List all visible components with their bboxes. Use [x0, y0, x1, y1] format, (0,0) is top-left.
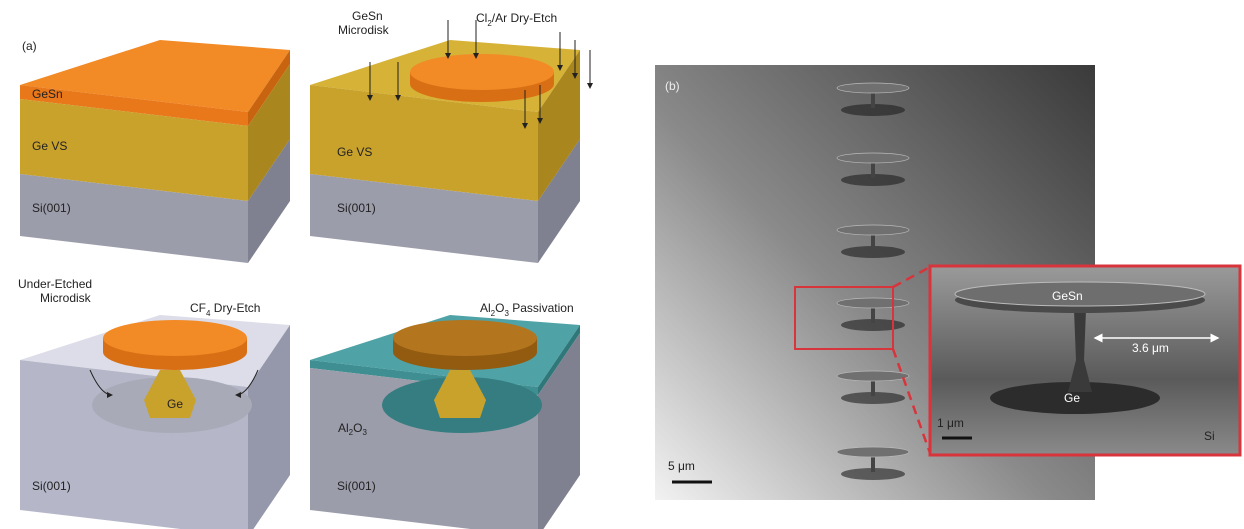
disk-label: GeSn — [1052, 289, 1083, 303]
disk-top — [410, 54, 554, 90]
callout: Under-Etched — [18, 277, 92, 291]
width-label: 3.6 μm — [1132, 341, 1169, 355]
layer-label: Si(001) — [32, 201, 71, 215]
sem-disk — [837, 371, 909, 381]
callout: Microdisk — [338, 23, 390, 37]
pillar-label: Ge — [167, 397, 183, 411]
pillar-label: Ge — [1064, 391, 1080, 405]
scale-label: 5 μm — [668, 459, 695, 473]
layer-label: GeSn — [32, 87, 63, 101]
callout: GeSn — [352, 9, 383, 23]
panel-label: (a) — [22, 39, 37, 53]
figure: (a) GeSn Ge VS Si(001) GeSn Microdisk Cl… — [0, 0, 1244, 529]
substrate-label: Si — [1204, 429, 1215, 443]
sem-disk — [837, 225, 909, 235]
sem-disk — [837, 83, 909, 93]
callout: Microdisk — [40, 291, 92, 305]
disk-top — [393, 320, 537, 356]
scale-label: 1 μm — [937, 416, 964, 430]
sem-disk — [837, 298, 909, 308]
layer-label: Si(001) — [337, 201, 376, 215]
layer-label: Ge VS — [337, 145, 372, 159]
schematic-blocks — [20, 20, 590, 529]
layer-label: Si(001) — [337, 479, 376, 493]
panel-label: (b) — [665, 79, 680, 93]
sem-disk — [837, 447, 909, 457]
process-label: Al2O3 Passivation — [480, 301, 574, 318]
sem-disk — [837, 153, 909, 163]
process-label: CF4 Dry-Etch — [190, 301, 260, 318]
process-label: Cl2/Ar Dry-Etch — [476, 11, 557, 28]
layer-label: Ge VS — [32, 139, 67, 153]
layer-label: Si(001) — [32, 479, 71, 493]
disk-top — [103, 320, 247, 356]
